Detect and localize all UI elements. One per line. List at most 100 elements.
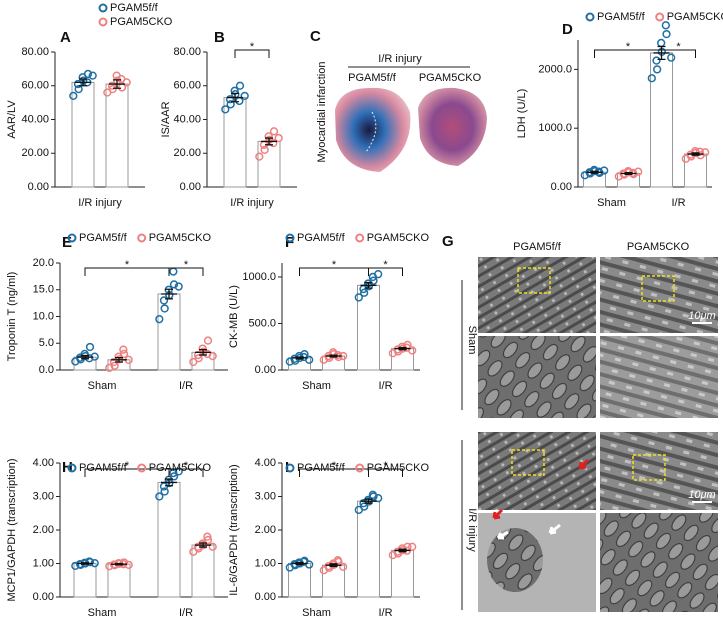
y-tick-label: 0.00 bbox=[33, 591, 54, 603]
data-point bbox=[652, 56, 661, 65]
chart-panel: A AAR/LV 0.00 20.00 40.00 60.00 80.00 I/R injur… bbox=[6, 2, 173, 209]
chart-panel: E Troponin T (ng/ml) 0.0 5.0 10.0 15.0 20.0 Sha… bbox=[6, 232, 228, 392]
data-point bbox=[274, 133, 283, 143]
data-point bbox=[105, 562, 114, 571]
chart-panel: H MCP1/GAPDH (transcription) 0.00 1.00 2.00 3… bbox=[6, 457, 228, 619]
error-bar bbox=[291, 356, 308, 360]
legend-marker bbox=[98, 3, 108, 13]
significance-label: * bbox=[125, 460, 130, 472]
data-point bbox=[408, 542, 417, 551]
y-tick-label: 1000.0 bbox=[242, 271, 276, 283]
zoom-box bbox=[641, 275, 675, 302]
x-tick-label: Sham bbox=[88, 380, 117, 392]
bar bbox=[650, 52, 673, 188]
y-tick-label: 10.0 bbox=[33, 310, 54, 322]
legend-label: PGAM5CKO bbox=[367, 462, 430, 474]
bar bbox=[684, 153, 707, 188]
data-point bbox=[374, 270, 383, 279]
data-point bbox=[255, 152, 264, 161]
data-point bbox=[701, 148, 710, 157]
error-bar bbox=[394, 548, 411, 553]
error-bar bbox=[195, 542, 211, 548]
em-image bbox=[478, 257, 596, 333]
y-axis-label: CK-MB (U/L) bbox=[228, 285, 240, 348]
data-point bbox=[226, 100, 235, 109]
legend-label: PGAM5f/f bbox=[297, 462, 346, 474]
data-point bbox=[69, 91, 78, 101]
data-point bbox=[169, 280, 179, 289]
legend-label: PGAM5CKO bbox=[149, 462, 212, 474]
column-label: PGAM5f/f bbox=[513, 241, 562, 253]
data-point bbox=[124, 560, 133, 569]
panel-letter: E bbox=[62, 234, 72, 251]
chart-panel: IIL-6/GAPDH (transcription)0.001.002.003… bbox=[228, 457, 430, 619]
panel-letter: G bbox=[442, 233, 454, 250]
data-point bbox=[83, 69, 93, 79]
y-tick-label: 2.00 bbox=[33, 524, 54, 536]
data-point bbox=[634, 167, 643, 176]
significance-bracket bbox=[661, 49, 696, 58]
error-bar bbox=[227, 92, 243, 103]
legend-marker bbox=[285, 233, 295, 243]
data-point bbox=[71, 561, 80, 570]
data-point bbox=[155, 315, 164, 324]
data-point bbox=[235, 81, 245, 90]
y-tick-label: 2000.0 bbox=[538, 63, 572, 75]
zoom-box bbox=[511, 449, 545, 476]
scale-bar-label: 10μm bbox=[688, 489, 715, 501]
error-bar bbox=[111, 357, 127, 363]
zoom-box bbox=[632, 454, 666, 481]
panel-g: G PGAM5f/f PGAM5CKO Sham I/R injury 10μm… bbox=[442, 233, 718, 612]
legend-marker bbox=[98, 17, 108, 27]
legend-marker bbox=[137, 463, 147, 473]
bar bbox=[357, 500, 380, 598]
column-label: PGAM5CKO bbox=[419, 72, 482, 84]
y-tick-label: 40.00 bbox=[21, 113, 49, 125]
data-point bbox=[85, 342, 95, 352]
column-label: PGAM5CKO bbox=[627, 241, 690, 253]
row-label: Sham bbox=[466, 326, 478, 355]
data-point bbox=[169, 267, 178, 276]
y-tick-label: 0.00 bbox=[551, 181, 572, 193]
y-tick-label: 0.00 bbox=[255, 591, 276, 603]
data-point bbox=[85, 557, 94, 566]
y-tick-label: 20.00 bbox=[21, 147, 49, 159]
significance-label: * bbox=[184, 460, 189, 472]
panel-letter: A bbox=[60, 29, 71, 46]
legend-label: PGAM5f/f bbox=[79, 462, 128, 474]
data-point bbox=[74, 84, 83, 94]
panel-letter: D bbox=[562, 21, 573, 38]
legend-marker bbox=[355, 233, 365, 243]
y-tick-label: 500.0 bbox=[248, 317, 276, 329]
em-image bbox=[600, 257, 718, 333]
data-point bbox=[119, 349, 129, 359]
data-point bbox=[657, 38, 666, 48]
data-point bbox=[333, 556, 342, 565]
significance-label: * bbox=[250, 41, 255, 53]
significance-bracket bbox=[368, 468, 403, 477]
data-point bbox=[360, 502, 369, 511]
x-tick-label: I/R bbox=[179, 380, 193, 392]
y-tick-label: 1.00 bbox=[33, 557, 54, 569]
data-point bbox=[122, 78, 131, 87]
y-tick-label: 5.0 bbox=[39, 337, 54, 349]
data-point bbox=[408, 346, 417, 355]
em-image bbox=[600, 513, 718, 612]
bar bbox=[105, 83, 129, 188]
data-point bbox=[369, 276, 378, 285]
error-bar bbox=[325, 563, 342, 568]
data-point bbox=[160, 304, 169, 313]
panel-c: C Myocardial infarction I/R injury PGAM5… bbox=[310, 28, 487, 172]
error-bar bbox=[620, 171, 637, 176]
data-point bbox=[108, 84, 117, 94]
arrow bbox=[496, 530, 509, 540]
y-axis-label: IL-6/GAPDH (transcription) bbox=[228, 464, 240, 595]
data-point bbox=[107, 81, 117, 90]
error-bar bbox=[77, 354, 93, 360]
legend-marker bbox=[355, 463, 365, 473]
y-axis-label: IS/AAR bbox=[160, 101, 172, 137]
data-point bbox=[169, 468, 178, 478]
y-tick-label: 60.00 bbox=[173, 80, 201, 92]
data-point bbox=[269, 138, 278, 148]
y-tick-label: 1000.0 bbox=[538, 122, 572, 134]
